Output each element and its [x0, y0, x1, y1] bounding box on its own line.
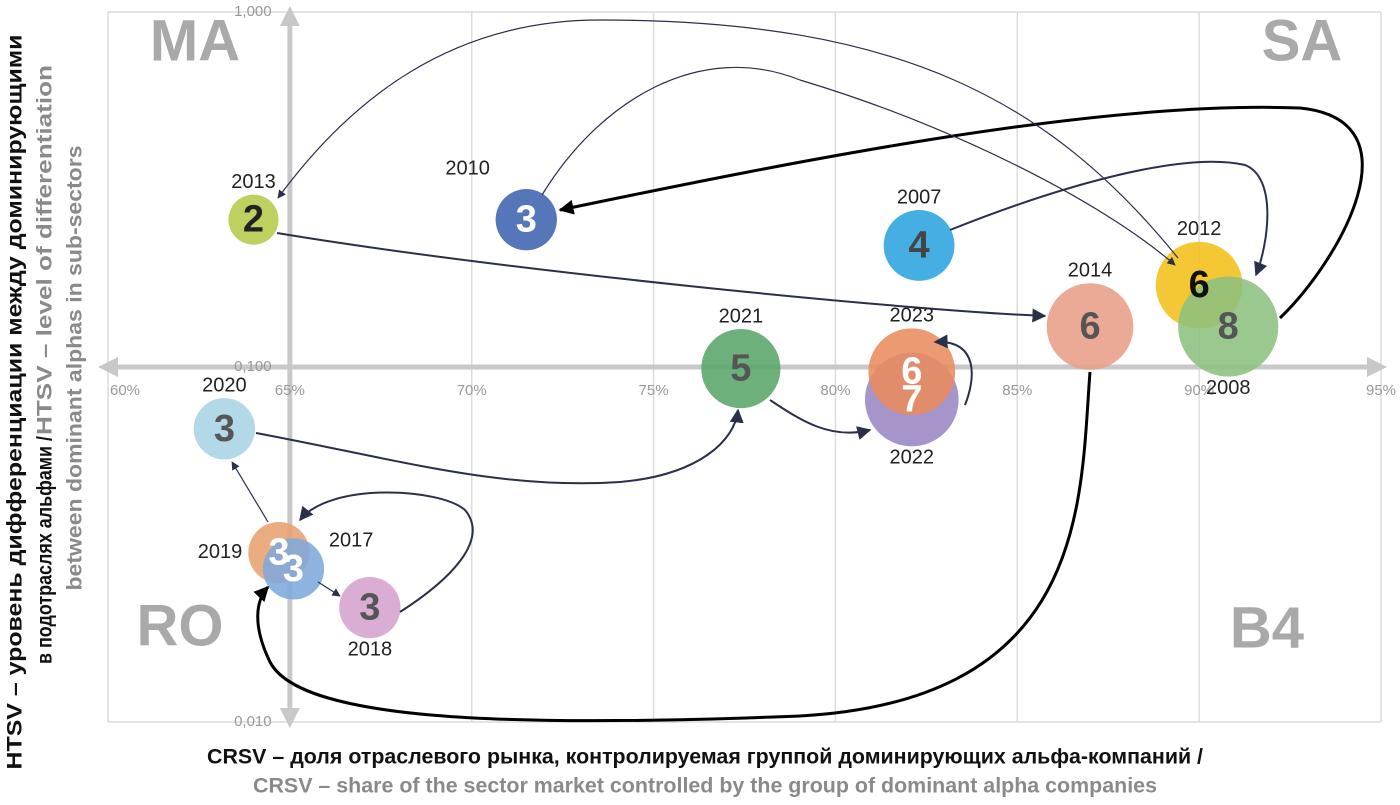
- bubble-value: 3: [214, 408, 235, 450]
- bubble-value: 3: [268, 532, 289, 574]
- bubble-value: 3: [359, 587, 380, 629]
- connector: [769, 399, 872, 440]
- x-tick-label: 95%: [1366, 382, 1396, 399]
- year-label: 2019: [198, 541, 243, 563]
- year-label: 2018: [348, 639, 393, 661]
- bubble: [262, 538, 325, 600]
- year-label: 2013: [231, 171, 276, 193]
- connector: [277, 19, 1179, 259]
- connector: [255, 408, 744, 485]
- connector: [317, 581, 341, 597]
- y-tick-label: 0,100: [234, 358, 272, 375]
- bubble: [701, 328, 781, 409]
- y-axis-title-line: в подотраслях альфами /: [34, 436, 57, 664]
- bubble-value: 3: [283, 548, 304, 590]
- y-axis-title: HTSV – уровень дифференциации между доми…: [4, 35, 87, 770]
- bubble: [193, 398, 256, 460]
- bubble-value: 5: [730, 348, 751, 390]
- y-axis-title-line: between dominant alphas in sub-sectors: [64, 146, 87, 591]
- bubble: [868, 328, 956, 416]
- connector: [276, 232, 1047, 323]
- x-tick-label: 80%: [820, 382, 850, 399]
- bubbles: [193, 189, 1279, 639]
- bubble: [228, 194, 279, 245]
- connector: [558, 105, 1364, 320]
- bubble-value: 6: [1079, 306, 1100, 348]
- connector: [949, 160, 1269, 277]
- bubble-value: 6: [1189, 264, 1210, 306]
- connector: [253, 371, 1092, 723]
- connector: [541, 66, 1176, 266]
- bubble-value: 2: [243, 199, 264, 241]
- x-axis-title: CRSV – доля отраслевого рынка, контролир…: [207, 746, 1203, 769]
- year-label: 2008: [1206, 377, 1251, 399]
- x-tick-label: 65%: [275, 382, 305, 399]
- connectors: [231, 19, 1364, 723]
- x-tick-label: 70%: [457, 382, 487, 399]
- connector: [299, 491, 474, 613]
- bubble-value: 3: [516, 199, 537, 241]
- bubble: [1178, 276, 1279, 377]
- bubble-value: 6: [901, 351, 922, 393]
- year-label: 2010: [445, 157, 490, 179]
- y-tick-label: 0,010: [234, 713, 272, 730]
- bubble: [883, 210, 955, 281]
- y-axis-title-line: HTSV – level of differentiation: [34, 65, 57, 435]
- bubble-value: 4: [909, 224, 930, 266]
- quadrant-label: B4: [1230, 595, 1304, 660]
- year-label: 2017: [329, 529, 374, 551]
- bubble: [1046, 283, 1134, 370]
- x-tick-label: 90%: [1184, 382, 1214, 399]
- bubble-value: 7: [901, 379, 922, 421]
- year-label: 2012: [1177, 218, 1222, 240]
- bubble-value: 8: [1218, 306, 1239, 348]
- bubble: [339, 576, 401, 639]
- y-tick-label: 1,000: [234, 3, 272, 20]
- x-tick-label: 85%: [1002, 382, 1032, 399]
- connector: [933, 334, 973, 406]
- x-tick-label: 75%: [639, 382, 669, 399]
- quadrant-label: RO: [137, 593, 224, 658]
- year-label: 2023: [890, 305, 935, 327]
- quadrant-label: MA: [150, 8, 240, 73]
- y-axis-title-line: HTSV – уровень дифференциации между доми…: [4, 35, 27, 770]
- axes: 60% 65% 70% 75% 80% 85% 90% 95% 0,010 0,100 1,000: [98, 3, 1396, 730]
- year-label: 2014: [1068, 259, 1113, 281]
- year-label: 2007: [897, 186, 942, 208]
- x-axis-title: CRSV – share of the sector market contro…: [253, 775, 1157, 798]
- year-label: 2022: [890, 447, 935, 469]
- year-label: 2020: [202, 374, 247, 396]
- connector: [231, 461, 269, 523]
- bubble: [495, 189, 557, 251]
- labels: 4 2007 6 2012 8 2008 3 2010 2 2013 6 2014 5 2021 7 2022…: [198, 157, 1251, 660]
- year-label: 2021: [719, 305, 764, 327]
- quadrant-label: SA: [1262, 8, 1343, 73]
- x-tick-label: 60%: [110, 382, 140, 399]
